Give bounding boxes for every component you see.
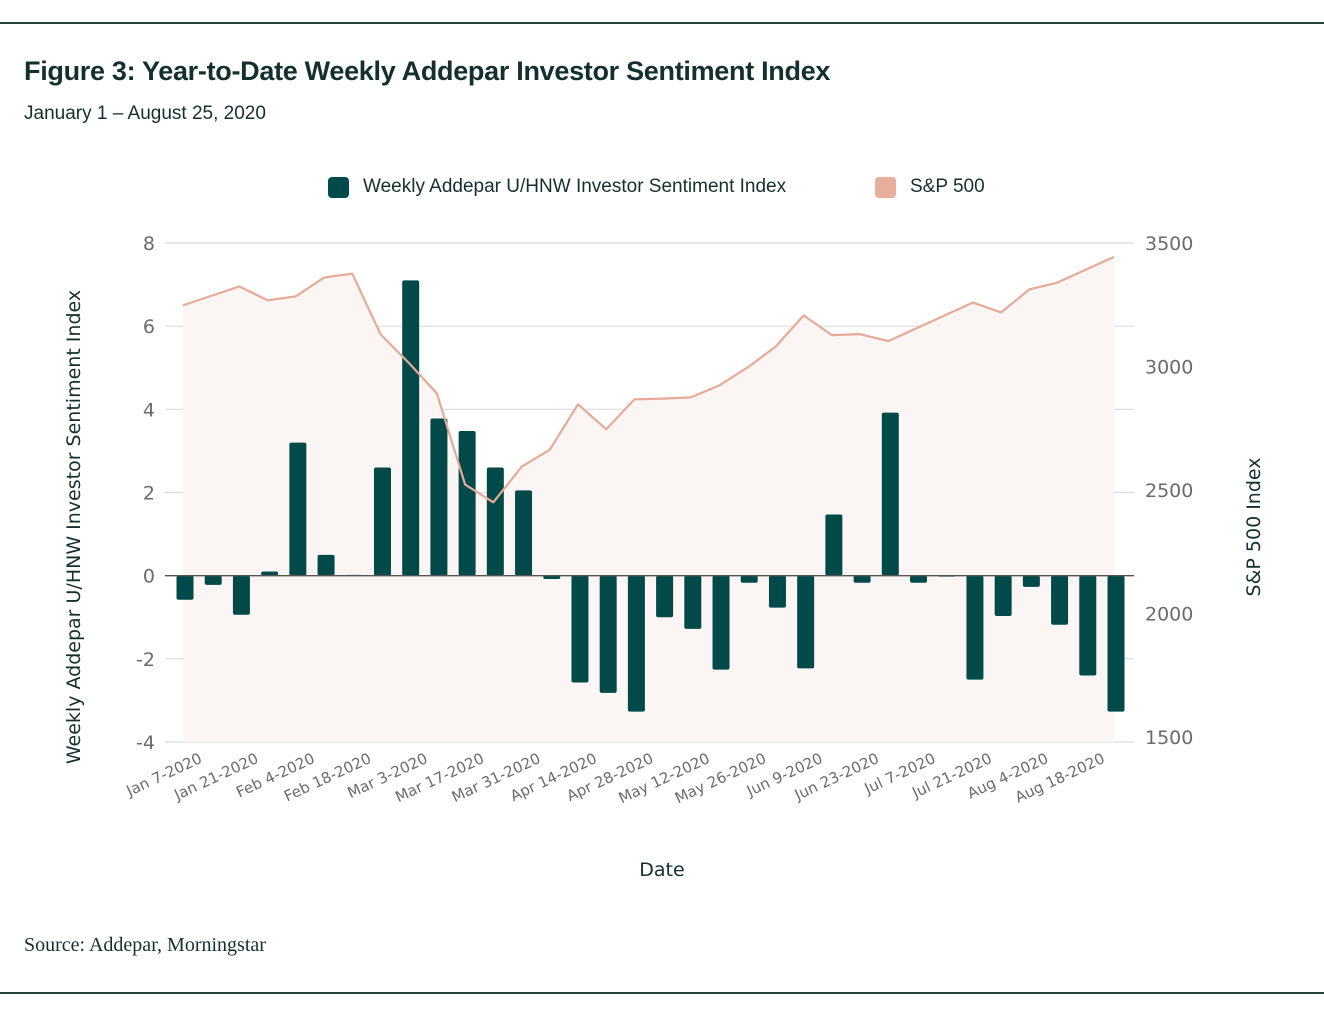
right-axis-title: S&P 500 Index xyxy=(1243,458,1265,597)
sentiment-bar xyxy=(486,467,504,576)
top-rule xyxy=(0,22,1324,24)
legend-label-sp500: S&P 500 xyxy=(910,176,985,197)
sentiment-bar xyxy=(232,575,250,615)
legend-swatch-sp500-icon xyxy=(875,176,896,198)
legend-item-sp500[interactable]: S&P 500 xyxy=(875,176,985,198)
sentiment-bar xyxy=(317,554,335,576)
chart-title: Figure 3: Year-to-Date Weekly Addepar In… xyxy=(24,56,831,86)
left-tick-label: -4 xyxy=(136,732,155,754)
sentiment-bar xyxy=(627,575,645,712)
bottom-rule xyxy=(0,992,1324,994)
sp500-line xyxy=(182,255,1115,504)
sentiment-bar xyxy=(204,575,222,585)
chart-subtitle: January 1 – August 25, 2020 xyxy=(24,103,266,124)
sentiment-bar xyxy=(373,467,391,576)
sentiment-bar xyxy=(684,575,702,629)
left-tick-label: 2 xyxy=(143,483,155,505)
right-tick-label: 2000 xyxy=(1145,604,1193,626)
x-axis-title: Date xyxy=(639,859,684,881)
sentiment-bar xyxy=(515,490,533,576)
left-tick-label: 6 xyxy=(143,316,155,338)
right-tick-label: 3500 xyxy=(1145,233,1193,255)
legend-label-sentiment: Weekly Addepar U/HNW Investor Sentiment … xyxy=(363,176,787,197)
legend-swatch-sentiment-icon xyxy=(328,176,349,198)
left-axis-title: Weekly Addepar U/HNW Investor Sentiment … xyxy=(63,290,85,764)
source-note: Source: Addepar, Morningstar xyxy=(24,934,266,956)
sentiment-bar xyxy=(768,575,786,608)
legend-item-sentiment[interactable]: Weekly Addepar U/HNW Investor Sentiment … xyxy=(328,176,786,198)
right-tick-label: 3000 xyxy=(1145,357,1193,379)
sentiment-bar xyxy=(458,430,476,576)
sentiment-bar xyxy=(966,575,984,680)
right-tick-label: 1500 xyxy=(1145,727,1193,749)
legend: Weekly Addepar U/HNW Investor Sentiment … xyxy=(0,176,1324,202)
sentiment-bar xyxy=(910,575,928,583)
sentiment-bar xyxy=(430,418,448,576)
sentiment-bar xyxy=(176,575,194,600)
right-tick-label: 2500 xyxy=(1145,480,1193,502)
sentiment-bar xyxy=(994,575,1012,617)
left-tick-label: 0 xyxy=(143,566,155,588)
left-tick-label: 8 xyxy=(143,233,155,255)
sentiment-bar xyxy=(543,575,561,579)
sentiment-bar xyxy=(712,575,730,670)
sentiment-bar xyxy=(402,280,420,576)
right-axis-ticks: 3500 3000 2500 2000 1500 xyxy=(1145,233,1193,749)
sentiment-bar xyxy=(571,575,589,683)
sentiment-bar xyxy=(289,442,307,576)
sentiment-bar xyxy=(1051,575,1069,625)
sentiment-bar xyxy=(881,412,899,576)
sentiment-bar xyxy=(1079,575,1097,676)
sentiment-bar xyxy=(797,575,815,669)
sentiment-bar xyxy=(1022,575,1040,587)
sentiment-bar xyxy=(740,575,758,583)
left-axis-ticks: 8 6 4 2 0 -2 -4 xyxy=(136,233,155,754)
sentiment-bar xyxy=(825,514,843,576)
sentiment-bar xyxy=(1107,575,1125,712)
sentiment-bar xyxy=(853,575,871,583)
sentiment-bar xyxy=(656,575,674,618)
sentiment-bar xyxy=(261,571,279,576)
left-tick-label: 4 xyxy=(143,399,155,421)
sentiment-bars xyxy=(176,280,1125,712)
sentiment-bar xyxy=(599,575,617,693)
left-tick-label: -2 xyxy=(136,649,155,671)
sp500-line-layer xyxy=(182,255,1115,504)
